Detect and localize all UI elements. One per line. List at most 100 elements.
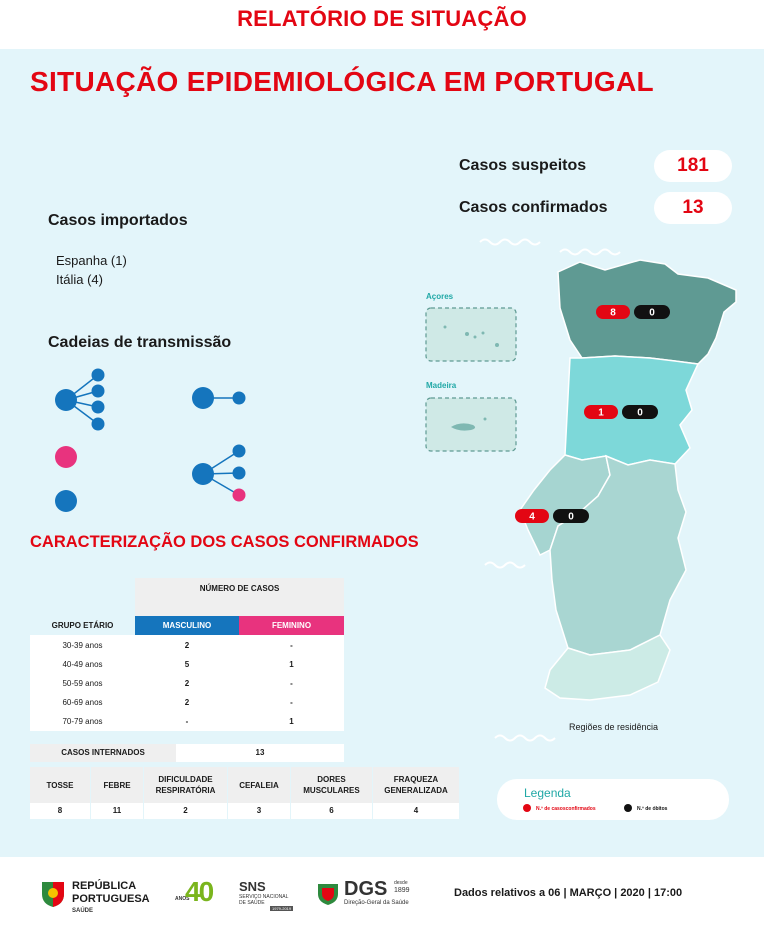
lisbon-confirmed-count: 4 [529,512,535,523]
female-count-cell: 1 [289,717,294,726]
chain-5-node [232,444,246,458]
wave-decoration [479,238,621,256]
suspected-cases-value: 181 [654,150,732,182]
symptom-header-weakness: FRAQUEZA GENERALIZADA [373,767,459,803]
transmission-chains-diagram [55,368,246,512]
forty-years-logo: 40 [185,876,214,907]
male-count-cell: 5 [184,660,190,669]
legend-deaths-dot [624,804,632,812]
republic-logo-line3: SAÚDE [72,908,94,914]
female-count-cell: - [290,641,293,650]
main-title: SITUAÇÃO EPIDEMIOLÓGICA EM PORTUGAL [30,66,654,97]
male-count-cell: - [185,717,189,726]
republic-shield-icon [42,882,64,907]
legend-deaths-label: N.º de óbitos [637,806,668,812]
sns-subtitle-1: SERVIÇO NACIONAL [239,894,289,900]
chain-2-node [232,391,246,405]
table-row: 40-49 anos 5 1 [30,655,344,674]
dgs-desde: desde [394,880,408,886]
male-count-cell: 2 [184,641,190,650]
north-badge: 8 0 [596,305,670,319]
imported-item-spain: Espanha (1) [56,253,127,268]
symptom-value-fever: 11 [91,803,143,819]
transmission-chains-title: Cadeias de transmissão [48,334,232,351]
table-row: 50-59 anos 2 - [30,674,344,693]
symptom-header-headache: CEFALEIA [228,767,290,803]
characterization-title: CARACTERIZAÇÃO DOS CASOS CONFIRMADOS [30,533,419,551]
sns-subtitle-2: DE SAÚDE [239,900,265,906]
female-count-cell: - [290,679,293,688]
chain-1-source-node [55,389,77,411]
age-group-cell: 30-39 anos [62,641,103,650]
suspected-cases-label: Casos suspeitos [459,157,587,174]
age-group-header: GRUPO ETÁRIO [51,621,114,630]
portugal-map [519,259,737,701]
age-group-cell: 40-49 anos [62,660,103,669]
report-date: Dados relativos a 06 | MARÇO | 2020 | 17… [454,887,683,899]
chain-1-node [91,368,105,382]
republic-logo-line1: REPÚBLICA [72,880,137,892]
north-deaths-count: 0 [649,308,655,319]
age-group-cell: 50-59 anos [62,679,103,688]
wave-decoration [494,734,556,742]
age-group-cell: 60-69 anos [62,698,103,707]
chain-1-node [91,400,105,414]
centre-confirmed-count: 1 [598,408,604,419]
lisbon-deaths-count: 0 [568,512,574,523]
republic-logo-line2: PORTUGUESA [72,893,150,905]
symptom-value-headache: 3 [228,803,290,819]
chain-5-node-female [232,488,246,502]
symptom-value-weakness: 4 [373,803,459,819]
centre-deaths-count: 0 [637,408,643,419]
table-row: 70-79 anos - 1 [30,712,344,731]
dgs-logo: DGS [344,878,388,900]
symptom-value-muscle-pain: 6 [291,803,372,819]
male-count-cell: 2 [184,679,190,688]
symptom-value-cough: 8 [30,803,90,819]
chain-2-source-node [192,387,214,409]
number-of-cases-header: NÚMERO DE CASOS [135,578,344,616]
age-table-body [30,635,344,731]
report-title: RELATÓRIO DE SITUAÇÃO [237,6,527,31]
chain-5-source-node [192,463,214,485]
dgs-subtitle: Direção-Geral da Saúde [344,900,409,906]
female-header: FEMININO [239,616,344,635]
legend-confirmed-dot [523,804,531,812]
symptom-value-breathing: 2 [144,803,227,819]
anos-label: ANOS [175,896,190,902]
centre-badge: 1 0 [584,405,658,419]
male-header: MASCULINO [135,616,239,635]
dgs-emblem-icon [318,884,338,905]
chain-1-node [91,384,105,398]
symptom-header-breathing: DIFICULDADE RESPIRATÓRIA [144,767,227,803]
hospitalized-label: CASOS INTERNADOS [30,744,176,762]
azores-inset [425,307,517,362]
north-confirmed-count: 8 [610,308,616,319]
map-caption: Regiões de residência [569,722,659,732]
chain-3-node [55,446,77,468]
legend-title: Legenda [524,786,571,800]
symptom-header-fever: FEBRE [91,767,143,803]
chain-1-node [91,417,105,431]
region-algarve [544,634,671,701]
symptom-header-cough: TOSSE [30,767,90,803]
age-group-cell: 70-79 anos [62,717,103,726]
madeira-label: Madeira [426,381,457,390]
table-row: 30-39 anos 2 - [30,636,344,655]
symptom-header-muscle-pain: DORES MUSCULARES [291,767,372,803]
azores-label: Açores [426,292,454,301]
hospitalized-value: 13 [176,744,344,762]
lisbon-badge: 4 0 [515,509,589,523]
legend-confirmed-label: N.º de casosconfirmados [536,806,596,812]
female-count-cell: - [290,698,293,707]
imported-cases-title: Casos importados [48,212,188,229]
chain-5-node [232,466,246,480]
male-count-cell: 2 [184,698,190,707]
sns-logo: SNS [239,879,266,894]
dgs-year: 1899 [394,887,410,894]
imported-item-italy: Itália (4) [56,272,103,287]
legend-box [497,779,729,820]
table-row: 60-69 anos 2 - [30,693,344,712]
chain-4-node [55,490,77,512]
female-count-cell: 1 [289,660,294,669]
